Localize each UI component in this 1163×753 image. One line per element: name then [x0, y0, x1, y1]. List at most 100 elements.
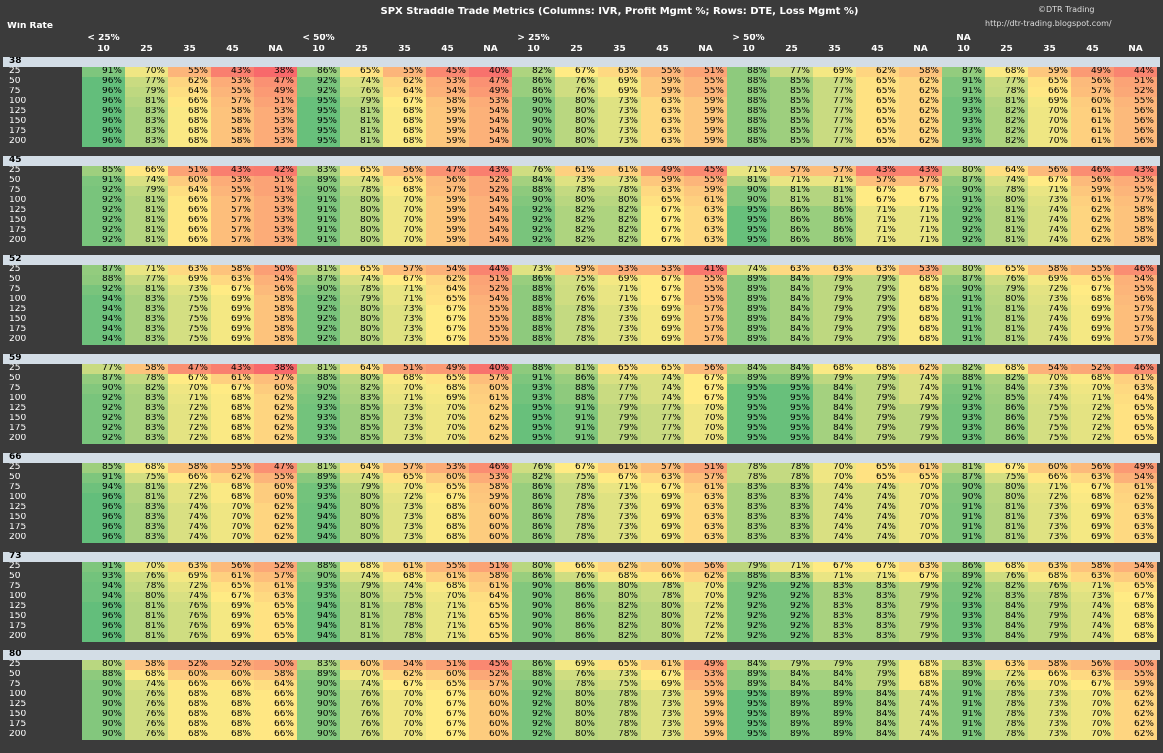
win-rate-cell: 68% — [168, 700, 211, 710]
win-rate-cell: 70% — [1071, 700, 1114, 710]
win-rate-cell: 79% — [598, 434, 641, 444]
win-rate-cell: 69% — [1071, 335, 1114, 345]
win-rate-cell: 66% — [168, 196, 211, 206]
win-rate-cell: 96% — [82, 523, 125, 533]
win-rate-cell: 90% — [297, 572, 340, 582]
win-rate-cell: 66% — [254, 690, 297, 700]
win-rate-cell: 68% — [1114, 612, 1157, 622]
win-rate-cell: 89% — [770, 700, 813, 710]
win-rate-cell: 57% — [211, 196, 254, 206]
win-rate-cell: 66% — [254, 700, 297, 710]
win-rate-cell: 81% — [340, 632, 383, 642]
win-rate-cell: 61% — [1071, 117, 1114, 127]
win-rate-cell: 79% — [813, 374, 856, 384]
win-rate-cell: 67% — [1114, 592, 1157, 602]
win-rate-cell: 80% — [340, 325, 383, 335]
win-rate-cell: 92% — [512, 720, 555, 730]
win-rate-cell: 57% — [856, 176, 899, 186]
win-rate-cell: 80% — [340, 523, 383, 533]
win-rate-cell: 61% — [641, 660, 684, 670]
win-rate-cell: 72% — [1071, 434, 1114, 444]
win-rate-cell: 91% — [942, 523, 985, 533]
win-rate-cell: 73% — [383, 325, 426, 335]
win-rate-cell: 68% — [1114, 632, 1157, 642]
win-rate-cell: 81% — [985, 206, 1028, 216]
win-rate-cell: 84% — [770, 335, 813, 345]
loss-mgmt-label: 100 — [9, 690, 27, 699]
win-rate-cell: 88% — [297, 562, 340, 572]
win-rate-cell: 52% — [211, 660, 254, 670]
win-rate-cell: 66% — [1028, 473, 1071, 483]
win-rate-cell: 79% — [856, 434, 899, 444]
win-rate-cell: 63% — [684, 493, 727, 503]
win-rate-cell: 61% — [469, 394, 512, 404]
win-rate-cell: 83% — [727, 483, 770, 493]
profit-mgmt-header: NA — [913, 45, 928, 54]
win-rate-cell: 44% — [1114, 67, 1157, 77]
win-rate-cell: 65% — [856, 117, 899, 127]
win-rate-cell: 90% — [82, 384, 125, 394]
win-rate-cell: 71% — [770, 562, 813, 572]
win-rate-cell: 68% — [211, 424, 254, 434]
win-rate-cell: 67% — [426, 720, 469, 730]
win-rate-cell: 76% — [340, 730, 383, 740]
win-rate-cell: 72% — [1028, 285, 1071, 295]
win-rate-cell: 88% — [727, 107, 770, 117]
win-rate-cell: 45% — [426, 67, 469, 77]
win-rate-cell: 59% — [426, 117, 469, 127]
win-rate-cell: 75% — [1028, 404, 1071, 414]
win-rate-cell: 79% — [899, 582, 942, 592]
win-rate-cell: 76% — [985, 680, 1028, 690]
win-rate-cell: 89% — [727, 335, 770, 345]
win-rate-cell: 62% — [899, 117, 942, 127]
win-rate-cell: 71% — [168, 394, 211, 404]
win-rate-cell: 95% — [727, 720, 770, 730]
win-rate-cell: 60% — [469, 720, 512, 730]
win-rate-cell: 73% — [1028, 690, 1071, 700]
win-rate-cell: 62% — [899, 127, 942, 137]
win-rate-cell: 80% — [340, 513, 383, 523]
win-rate-cell: 83% — [813, 602, 856, 612]
win-rate-cell: 95% — [770, 384, 813, 394]
win-rate-cell: 55% — [383, 67, 426, 77]
win-rate-cell: 75% — [168, 335, 211, 345]
win-rate-cell: 81% — [985, 503, 1028, 513]
win-rate-cell: 95% — [770, 394, 813, 404]
win-rate-cell: 54% — [469, 295, 512, 305]
win-rate-cell: 86% — [813, 216, 856, 226]
win-rate-cell: 93% — [512, 384, 555, 394]
win-rate-cell: 94% — [297, 632, 340, 642]
win-rate-cell: 71% — [1028, 483, 1071, 493]
win-rate-cell: 57% — [684, 335, 727, 345]
win-rate-cell: 81% — [125, 622, 168, 632]
win-rate-cell: 73% — [1028, 503, 1071, 513]
win-rate-cell: 62% — [1114, 730, 1157, 740]
win-rate-cell: 78% — [555, 315, 598, 325]
win-rate-cell: 76% — [555, 87, 598, 97]
win-rate-cell: 57% — [426, 186, 469, 196]
win-rate-cell: 67% — [684, 384, 727, 394]
win-rate-cell: 58% — [254, 315, 297, 325]
loss-mgmt-label: 50 — [9, 275, 21, 284]
win-rate-cell: 63% — [1114, 533, 1157, 543]
win-rate-cell: 90% — [82, 680, 125, 690]
win-rate-cell: 76% — [555, 572, 598, 582]
win-rate-cell: 62% — [168, 77, 211, 87]
win-rate-cell: 71% — [598, 285, 641, 295]
win-rate-cell: 91% — [82, 562, 125, 572]
win-rate-cell: 68% — [1071, 374, 1114, 384]
win-rate-cell: 74% — [168, 523, 211, 533]
win-rate-cell: 75% — [168, 325, 211, 335]
win-rate-cell: 81% — [985, 523, 1028, 533]
win-rate-cell: 70% — [211, 523, 254, 533]
win-rate-cell: 94% — [82, 335, 125, 345]
win-rate-cell: 80% — [340, 236, 383, 246]
win-rate-cell: 62% — [1071, 236, 1114, 246]
loss-mgmt-label: 25 — [9, 660, 21, 669]
win-rate-cell: 55% — [684, 176, 727, 186]
win-rate-cell: 81% — [985, 226, 1028, 236]
win-rate-cell: 62% — [1114, 493, 1157, 503]
win-rate-cell: 54% — [469, 107, 512, 117]
win-rate-cell: 70% — [426, 434, 469, 444]
win-rate-cell: 68% — [383, 186, 426, 196]
